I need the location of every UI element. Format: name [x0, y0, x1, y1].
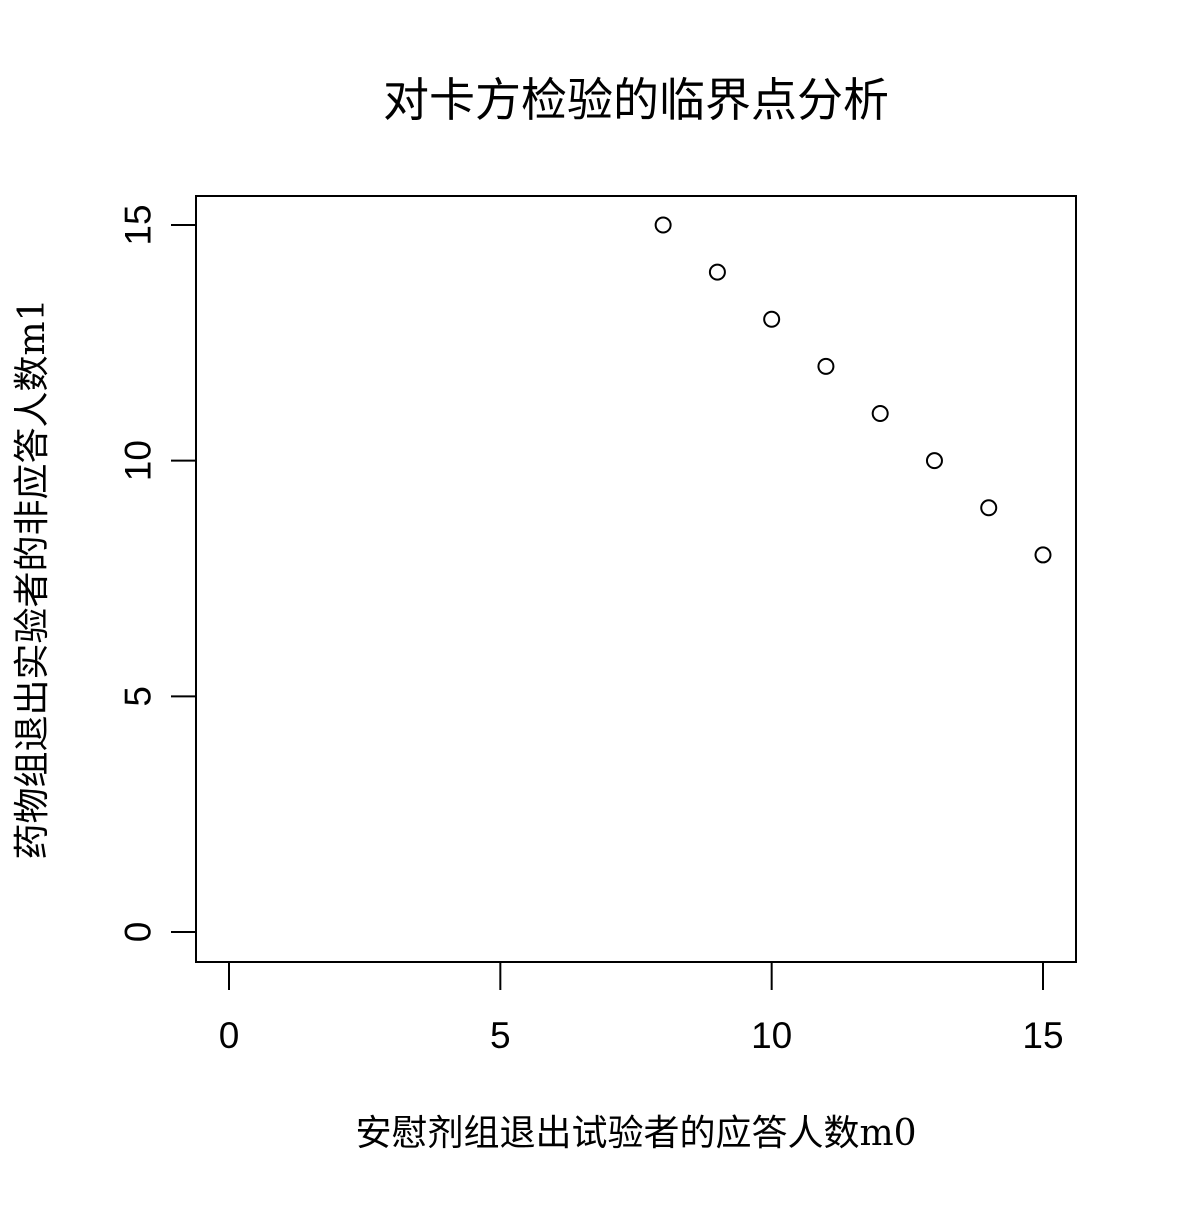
- data-point: [980, 499, 998, 517]
- plot-frame: [195, 195, 1077, 963]
- y-tick-label: 5: [117, 686, 158, 707]
- x-tick-label: 15: [1022, 1015, 1063, 1056]
- data-point: [708, 263, 726, 281]
- x-axis-label: 安慰剂组退出试验者的应答人数m0: [355, 1113, 916, 1154]
- chart-title: 对卡方检验的临界点分析: [383, 73, 889, 127]
- y-axis-label: 药物组退出实验者的非应答人数m1: [12, 298, 53, 859]
- data-point: [654, 216, 672, 234]
- y-axis: 0 5 10 15: [117, 204, 197, 943]
- data-point: [925, 452, 943, 470]
- data-point: [1034, 546, 1052, 564]
- data-points: [654, 216, 1052, 564]
- y-tick-label: 15: [117, 204, 158, 245]
- data-point: [871, 405, 889, 423]
- x-tick-label: 10: [751, 1015, 792, 1056]
- y-tick-label: 0: [117, 922, 158, 943]
- x-tick-label: 0: [219, 1015, 240, 1056]
- x-axis: 0 5 10 15: [219, 961, 1064, 1056]
- y-tick-label: 10: [117, 440, 158, 481]
- x-tick-label: 5: [490, 1015, 511, 1056]
- data-point: [817, 357, 835, 375]
- data-point: [763, 310, 781, 328]
